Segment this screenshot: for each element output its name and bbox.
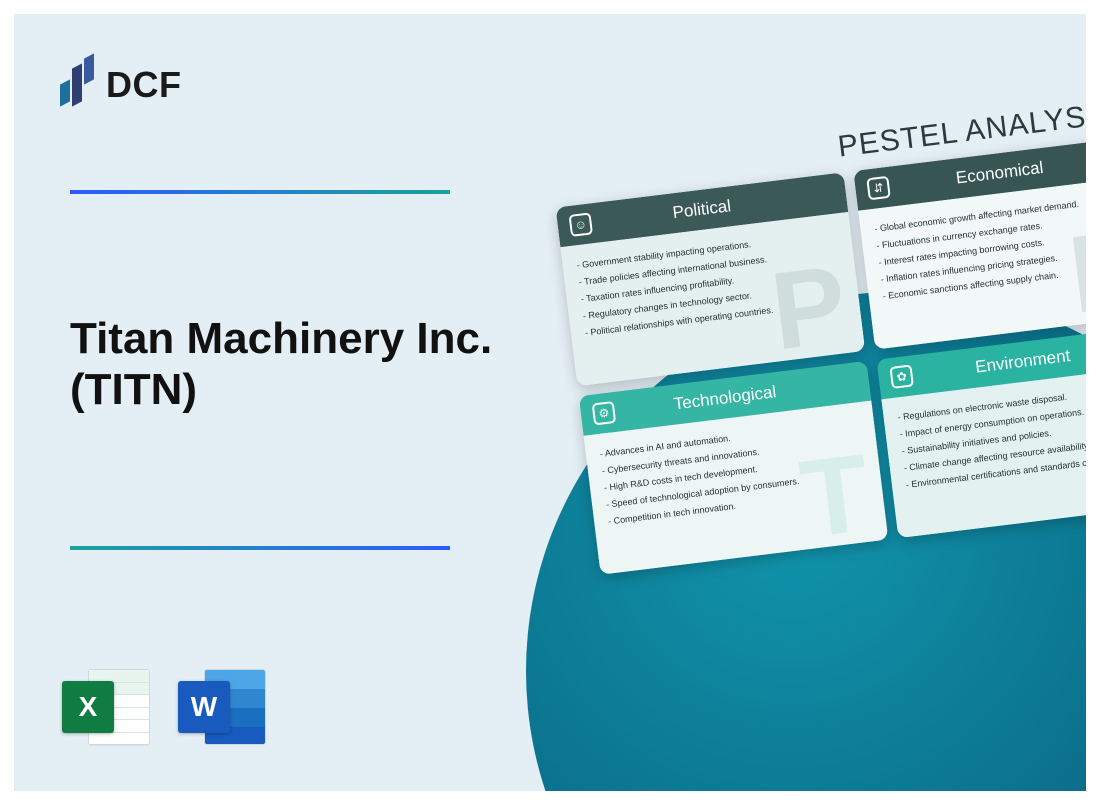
logo-mark-icon: [60, 56, 94, 114]
word-letter: W: [178, 681, 230, 733]
pestel-list: Government stability impacting operation…: [576, 226, 846, 343]
brand-logo: DCF: [60, 56, 182, 114]
pestel-grid: ☺ Political Government stability impacti…: [556, 136, 1086, 575]
pestel-card-political: ☺ Political Government stability impacti…: [556, 172, 866, 386]
person-icon: ☺: [569, 212, 594, 237]
word-icon[interactable]: W: [178, 663, 266, 751]
excel-letter: X: [62, 681, 114, 733]
pestel-card-title: Political: [672, 196, 733, 223]
pestel-list: Regulations on electronic waste disposal…: [897, 378, 1086, 495]
divider-top: [70, 190, 450, 194]
pestel-card-environment: ✿ Environment Regulations on electronic …: [876, 324, 1086, 538]
pestel-panel: PESTEL ANALYSIS ☺ Political Government s…: [550, 94, 1086, 575]
page-title: Titan Machinery Inc. (TITN): [70, 314, 550, 415]
gear-icon: ⚙: [592, 401, 617, 426]
excel-icon[interactable]: X: [62, 663, 150, 751]
pestel-card-technological: ⚙ Technological Advances in AI and autom…: [579, 361, 889, 575]
pestel-list: Advances in AI and automation. Cybersecu…: [599, 414, 869, 531]
pestel-card-title: Technological: [673, 382, 778, 414]
hero-card: DCF Titan Machinery Inc. (TITN) X W PEST…: [14, 14, 1086, 791]
chart-icon: ⇵: [866, 176, 891, 201]
leaf-icon: ✿: [889, 364, 914, 389]
app-icons-row: X W: [62, 663, 266, 751]
divider-bottom: [70, 546, 450, 550]
pestel-card-economical: ⇵ Economical Global economic growth affe…: [853, 136, 1086, 350]
logo-text: DCF: [106, 64, 182, 106]
pestel-card-title: Environment: [974, 346, 1071, 377]
pestel-list: Global economic growth affecting market …: [874, 189, 1086, 306]
pestel-card-title: Economical: [955, 158, 1045, 189]
